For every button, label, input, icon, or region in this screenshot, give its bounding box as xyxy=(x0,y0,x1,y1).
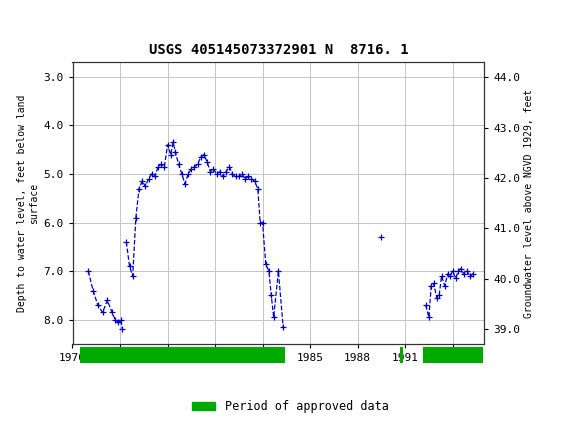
Legend: Period of approved data: Period of approved data xyxy=(187,395,393,418)
Bar xyxy=(400,347,403,363)
Y-axis label: Depth to water level, feet below land
surface: Depth to water level, feet below land su… xyxy=(17,95,39,312)
Title: USGS 405145073372901 N  8716. 1: USGS 405145073372901 N 8716. 1 xyxy=(148,43,408,57)
Bar xyxy=(422,347,483,363)
Y-axis label: Groundwater level above NGVD 1929, feet: Groundwater level above NGVD 1929, feet xyxy=(524,89,535,318)
Text: ≡USGS: ≡USGS xyxy=(9,14,63,31)
Bar xyxy=(81,347,285,363)
